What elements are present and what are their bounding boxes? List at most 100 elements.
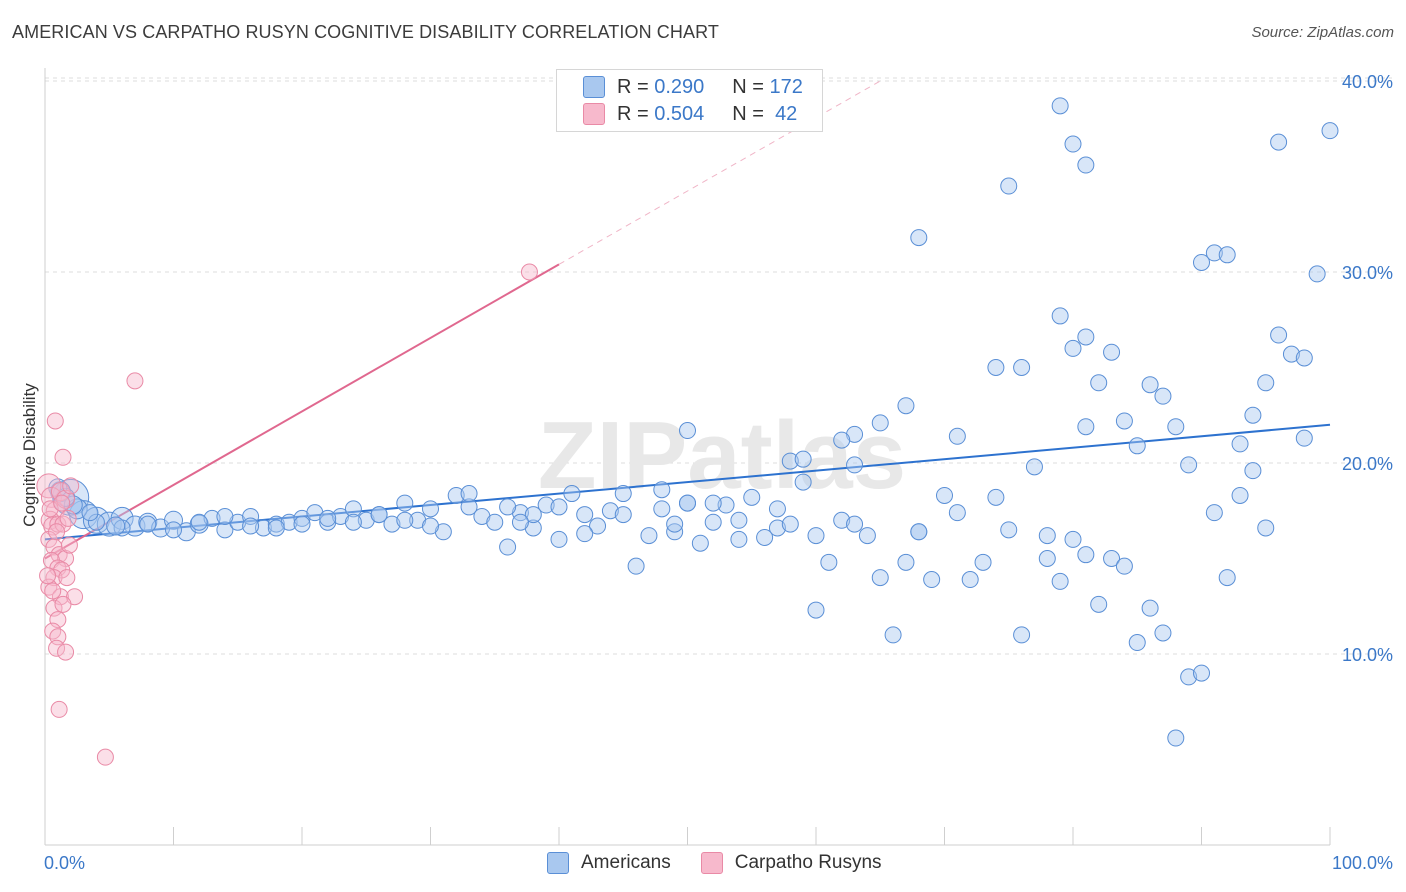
point-americans [1218,569,1236,587]
legend-n-value: 42 [775,102,798,125]
point-americans [1000,521,1018,539]
point-americans [1090,595,1108,613]
point-americans [344,500,362,518]
point-americans [1244,406,1262,424]
point-rusyns [45,599,63,617]
point-americans [846,456,864,474]
point-americans [961,571,979,589]
point-americans [704,494,722,512]
point-americans [1154,624,1172,642]
point-americans [1077,546,1095,564]
point-americans [550,498,568,516]
point-americans [267,519,285,537]
point-americans [833,511,851,529]
legend-swatch-blue [583,76,605,98]
legend-item-americans: Americans [547,852,671,874]
point-americans [383,515,401,533]
point-rusyns [46,412,64,430]
x-tick-label: 100.0% [1332,853,1393,873]
point-americans [447,486,465,504]
point-americans [164,510,183,530]
point-rusyns [40,486,62,508]
point-rusyns [59,509,77,527]
series-legend: Americans Carpatho Rusyns [547,852,912,874]
point-americans [1167,418,1185,436]
point-americans [1013,626,1031,644]
point-americans [550,530,568,548]
point-americans [216,521,234,539]
point-americans [1103,550,1121,567]
point-rusyns [48,639,66,657]
point-americans [1193,253,1210,271]
point-americans [1128,634,1146,652]
legend-r-label: R = [617,75,649,98]
point-rusyns [520,263,538,281]
point-americans [1103,343,1121,361]
point-americans [987,488,1005,506]
point-americans [704,513,722,531]
point-rusyns [54,595,72,613]
point-americans [486,513,504,531]
legend-swatch-blue [547,852,569,874]
point-americans [1180,668,1198,686]
point-americans [139,515,157,533]
point-americans [524,506,542,524]
point-rusyns [44,582,62,600]
point-americans [254,519,272,537]
point-americans [460,485,478,503]
point-americans [614,485,632,503]
point-americans [717,496,735,514]
point-americans [871,414,889,432]
point-americans [1295,429,1313,447]
point-americans [653,481,671,499]
point-americans [1128,437,1146,455]
legend-swatch-pink [700,852,723,874]
trendline-rusyns [44,263,560,560]
legend-swatch-pink [583,103,605,125]
point-rusyns [50,700,68,718]
legend-n-label: N = [732,75,764,98]
point-americans [730,511,748,529]
point-americans [1064,135,1082,153]
point-americans [1038,527,1056,545]
point-americans [422,500,439,518]
point-americans [190,513,208,531]
point-americans [1218,246,1236,264]
point-americans [1141,376,1159,394]
point-americans [871,569,889,587]
y-tick-label: 40.0% [1342,72,1393,92]
point-americans [1308,265,1326,283]
legend-r-value: 0.290 [654,75,705,98]
point-americans [1180,456,1198,474]
point-americans [1051,97,1069,115]
trendline-rusyns-extension [558,80,881,265]
point-americans [1154,387,1172,405]
point-americans [242,507,260,525]
point-americans [1193,664,1210,682]
y-tick-label: 20.0% [1342,454,1393,474]
point-americans [537,496,555,514]
point-americans [1077,328,1095,346]
point-americans [1115,412,1133,430]
point-rusyns [48,523,66,541]
point-americans [422,517,439,535]
x-tick-label: 0.0% [44,853,85,873]
watermark: ZIPatlas [538,402,906,509]
point-americans [601,502,619,520]
point-americans [1025,458,1043,476]
point-americans [499,498,517,516]
data-points [36,97,1339,766]
point-americans [781,515,799,533]
point-americans [1205,504,1223,522]
point-americans [242,517,260,535]
point-americans [948,504,966,522]
point-americans [653,500,671,518]
point-americans [165,521,182,539]
point-americans [730,530,748,548]
point-americans [807,601,825,619]
point-americans [576,506,594,524]
point-americans [756,528,774,546]
point-americans [910,229,928,247]
legend-label-rusyns: Carpatho Rusyns [734,852,882,873]
